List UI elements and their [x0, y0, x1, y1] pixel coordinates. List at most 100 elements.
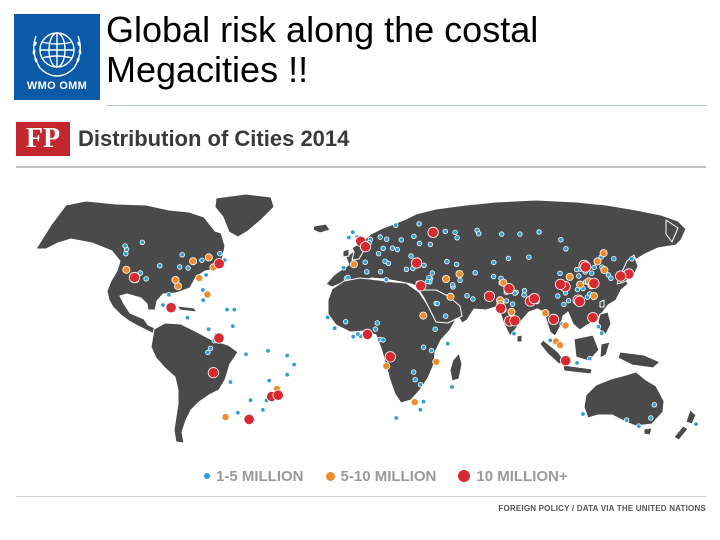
city-glasgow-small	[350, 229, 356, 235]
city-dhaka-megacity	[528, 293, 540, 305]
city-mogadishu-small	[445, 340, 451, 347]
city-riyadh-large	[446, 292, 455, 301]
city-xi-an-large	[565, 272, 574, 281]
city-nanning-small	[565, 297, 572, 304]
city-st-petersburg-small	[416, 221, 422, 227]
city-minneapolis-small	[179, 252, 185, 258]
city-naples-small	[385, 260, 392, 266]
city-hyderabad-large	[507, 307, 516, 316]
city-portland-small	[123, 250, 129, 257]
city-addis-ababa-small	[432, 326, 438, 332]
city-dubai-small	[464, 292, 470, 299]
city-calgary-small	[139, 239, 145, 245]
city-mecca-small	[434, 300, 440, 307]
city-osaka-megacity	[615, 270, 627, 282]
city-madrid-large	[349, 260, 358, 269]
city-patna-small	[521, 292, 527, 298]
city-ho-chi-minh-city-large	[561, 321, 570, 330]
land-arabia	[418, 289, 463, 324]
city-fukuoka-small	[608, 275, 614, 281]
city-mashhad-small	[472, 270, 478, 276]
city-atlanta-large	[195, 274, 204, 283]
city-adelaide-small	[623, 417, 630, 423]
city-durban-small	[417, 406, 424, 413]
city-nizhny-novgorod-small	[442, 228, 448, 235]
city-yaounde-small	[380, 337, 386, 343]
city-tampa-small	[200, 287, 206, 293]
land-africa	[327, 277, 457, 404]
city-fortaleza-small	[284, 352, 290, 359]
logo-text: WMO OMM	[26, 80, 88, 92]
city-quito-small	[207, 345, 214, 351]
land-new-zealand-north	[685, 409, 697, 425]
legend-dot-large	[458, 470, 471, 482]
city-conakry-small	[332, 325, 338, 331]
city-manila-megacity	[587, 312, 599, 324]
city-tripoli-small	[383, 277, 389, 283]
city-harbin-large	[599, 249, 608, 258]
city-chennai-megacity	[509, 315, 521, 327]
city-wuhan-large	[576, 280, 585, 289]
land-south-america	[150, 322, 239, 444]
city-cape-town-small	[393, 415, 399, 421]
land-cuba	[176, 305, 198, 313]
city-bangkok-megacity	[547, 313, 560, 325]
city-aleppo-small	[429, 270, 435, 276]
city-omsk-small	[499, 231, 505, 237]
land-tasmania	[643, 427, 653, 436]
city-kinshasa-megacity	[384, 351, 396, 363]
city-phoenix-small	[143, 276, 149, 282]
city-mexico-city-megacity	[165, 302, 177, 314]
city-kiev-small	[416, 240, 423, 247]
fp-brand-badge: FP	[16, 122, 70, 156]
city-belem-small	[265, 348, 271, 354]
city-mumbai-megacity	[495, 302, 507, 314]
city-samara-small	[454, 235, 460, 241]
city-munich-small	[380, 245, 386, 251]
city-nagpur-small	[509, 301, 516, 307]
city-tianjin-megacity	[579, 261, 592, 273]
city-cebu-small	[595, 323, 602, 330]
city-kano-small	[374, 320, 380, 326]
city-san-juan-small	[231, 306, 237, 313]
city-detroit-small	[199, 257, 205, 263]
city-makassar-small	[587, 355, 593, 362]
city-almaty-small	[505, 255, 512, 262]
city-shenzhen-megacity	[574, 295, 586, 307]
city-irkutsk-small	[558, 236, 564, 243]
city-ankara-small	[421, 262, 427, 268]
city-algiers-small	[364, 269, 370, 275]
city-guadalajara-small	[160, 302, 166, 308]
city-barcelona-small	[362, 259, 368, 265]
city-brisbane-small	[651, 402, 657, 408]
city-zhengzhou-small	[576, 273, 582, 279]
slide-title: Global risk along the costal Megacities …	[106, 10, 538, 90]
world-map	[16, 172, 706, 472]
world-map-canvas	[35, 193, 699, 444]
land-iceland	[312, 223, 331, 234]
slide-title-line-1: Global risk along the costal	[106, 9, 539, 50]
city-santiago-large	[221, 413, 230, 422]
city-davao-small	[599, 330, 605, 336]
city-miami-large	[203, 290, 212, 299]
un-emblem-icon	[32, 32, 82, 77]
city-charlotte-small	[203, 272, 209, 278]
city-lima-megacity	[207, 367, 219, 379]
city-ulaanbaatar-small	[563, 246, 569, 252]
city-vancouver-small	[122, 243, 128, 249]
city-panama-city-small	[205, 326, 212, 332]
city-kumasi-small	[355, 331, 361, 337]
city-cordoba-small	[235, 410, 241, 416]
city-sanaa-small	[443, 313, 449, 319]
city-vladivostok-small	[611, 255, 617, 262]
city-monterrey-small	[166, 291, 172, 298]
city-asuncion-small	[247, 397, 254, 403]
city-krasnoyarsk-small	[536, 229, 542, 235]
figure-title-divider	[16, 166, 706, 168]
wmo-logo: WMO OMM	[14, 14, 100, 100]
city-recife-small	[291, 361, 297, 368]
city-tunis-small	[377, 268, 384, 275]
city-kharkiv-small	[427, 241, 434, 248]
city-basra-small	[449, 282, 456, 288]
city-nairobi-small	[428, 347, 435, 354]
